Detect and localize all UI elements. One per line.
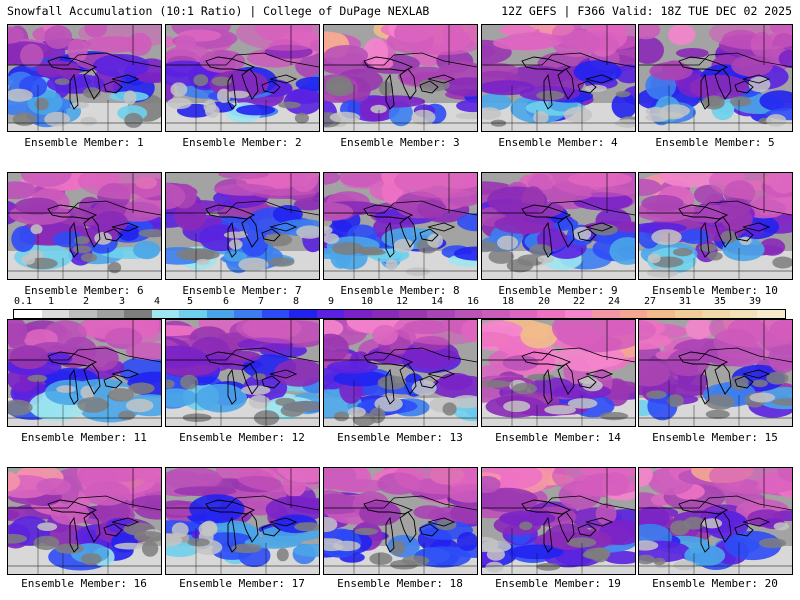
ensemble-map-panel: [165, 24, 320, 132]
scale-tick-label: 39: [748, 296, 762, 307]
ensemble-map-panel: [323, 319, 478, 427]
ensemble-member-label: Ensemble Member: 18: [337, 577, 463, 590]
scale-swatch: [482, 310, 510, 318]
ensemble-member-label: Ensemble Member: 5: [655, 136, 775, 149]
color-scale-bar: [13, 309, 786, 319]
scale-tick-label: 22: [572, 296, 586, 307]
ensemble-member-label: Ensemble Member: 13: [337, 431, 463, 444]
ensemble-member-label: Ensemble Member: 1: [24, 136, 144, 149]
ensemble-member-label: Ensemble Member: 2: [182, 136, 302, 149]
scale-swatch: [426, 310, 455, 318]
scale-swatch: [564, 310, 593, 318]
scale-swatch: [261, 310, 290, 318]
scale-swatch: [289, 310, 317, 318]
ensemble-member-label: Ensemble Member: 8: [340, 284, 460, 297]
ensemble-member-label: Ensemble Member: 9: [498, 284, 618, 297]
scale-swatch: [14, 310, 42, 318]
scale-tick-label: 16: [466, 296, 480, 307]
scale-swatch: [729, 310, 758, 318]
ensemble-member-label: Ensemble Member: 19: [495, 577, 621, 590]
scale-swatch: [647, 310, 675, 318]
ensemble-map-panel: [7, 172, 162, 280]
ensemble-map-panel: [323, 172, 478, 280]
ensemble-map-panel: [481, 467, 636, 575]
ensemble-member-label: Ensemble Member: 15: [652, 431, 778, 444]
scale-swatch: [234, 310, 262, 318]
ensemble-member-label: Ensemble Member: 4: [498, 136, 618, 149]
ensemble-map-panel: [165, 467, 320, 575]
ensemble-member-label: Ensemble Member: 11: [21, 431, 147, 444]
scale-tick-label: 20: [537, 296, 551, 307]
scale-tick-label: 7: [257, 296, 265, 307]
scale-tick-label: 5: [186, 296, 194, 307]
scale-swatch: [674, 310, 703, 318]
scale-swatch: [619, 310, 648, 318]
scale-swatch: [702, 310, 730, 318]
scale-tick-label: 24: [607, 296, 621, 307]
ensemble-map-panel: [481, 319, 636, 427]
ensemble-map-panel: [638, 467, 793, 575]
ensemble-map-panel: [481, 24, 636, 132]
scale-swatch: [344, 310, 372, 318]
scale-tick-label: 9: [327, 296, 335, 307]
ensemble-map-panel: [638, 24, 793, 132]
scale-tick-label: 2: [82, 296, 90, 307]
scale-swatch: [454, 310, 483, 318]
run-valid-time: 12Z GEFS | F366 Valid: 18Z TUE DEC 02 20…: [501, 4, 792, 18]
ensemble-member-label: Ensemble Member: 20: [652, 577, 778, 590]
scale-tick-label: 12: [395, 296, 409, 307]
scale-swatch: [96, 310, 125, 318]
ensemble-map-panel: [638, 172, 793, 280]
scale-swatch: [592, 310, 620, 318]
ensemble-member-label: Ensemble Member: 17: [179, 577, 305, 590]
ensemble-map-panel: [7, 319, 162, 427]
scale-swatch: [537, 310, 565, 318]
scale-swatch: [509, 310, 538, 318]
scale-tick-label: 4: [153, 296, 161, 307]
scale-swatch: [757, 310, 785, 318]
ensemble-member-label: Ensemble Member: 10: [652, 284, 778, 297]
scale-tick-label: 27: [643, 296, 657, 307]
scale-swatch: [41, 310, 70, 318]
ensemble-map-panel: [7, 24, 162, 132]
ensemble-member-label: Ensemble Member: 12: [179, 431, 305, 444]
scale-tick-label: 1: [47, 296, 55, 307]
ensemble-member-label: Ensemble Member: 3: [340, 136, 460, 149]
scale-swatch: [179, 310, 207, 318]
scale-swatch: [206, 310, 235, 318]
scale-tick-label: 0.1: [13, 296, 33, 307]
scale-tick-label: 14: [430, 296, 444, 307]
scale-swatch: [124, 310, 152, 318]
ensemble-map-panel: [165, 319, 320, 427]
ensemble-member-label: Ensemble Member: 16: [21, 577, 147, 590]
scale-swatch: [316, 310, 345, 318]
color-scale-ticks: 0.1 1 2 3 4 5 6 7 8 9 10 12 14 16 18 20 22 24 27 31 35 39: [13, 296, 786, 308]
scale-tick-label: 35: [713, 296, 727, 307]
scale-swatch: [371, 310, 400, 318]
page-title: Snowfall Accumulation (10:1 Ratio) | Col…: [7, 4, 430, 18]
scale-tick-label: 18: [501, 296, 515, 307]
ensemble-member-label: Ensemble Member: 14: [495, 431, 621, 444]
ensemble-map-panel: [323, 24, 478, 132]
ensemble-member-label: Ensemble Member: 7: [182, 284, 302, 297]
ensemble-map-panel: [165, 172, 320, 280]
ensemble-map-panel: [323, 467, 478, 575]
ensemble-map-panel: [481, 172, 636, 280]
scale-tick-label: 10: [360, 296, 374, 307]
scale-tick-label: 31: [678, 296, 692, 307]
ensemble-map-panel: [638, 319, 793, 427]
ensemble-map-panel: [7, 467, 162, 575]
scale-swatch: [69, 310, 97, 318]
scale-tick-label: 3: [118, 296, 126, 307]
scale-swatch: [151, 310, 180, 318]
scale-tick-label: 8: [292, 296, 300, 307]
ensemble-member-label: Ensemble Member: 6: [24, 284, 144, 297]
scale-swatch: [399, 310, 427, 318]
scale-tick-label: 6: [222, 296, 230, 307]
